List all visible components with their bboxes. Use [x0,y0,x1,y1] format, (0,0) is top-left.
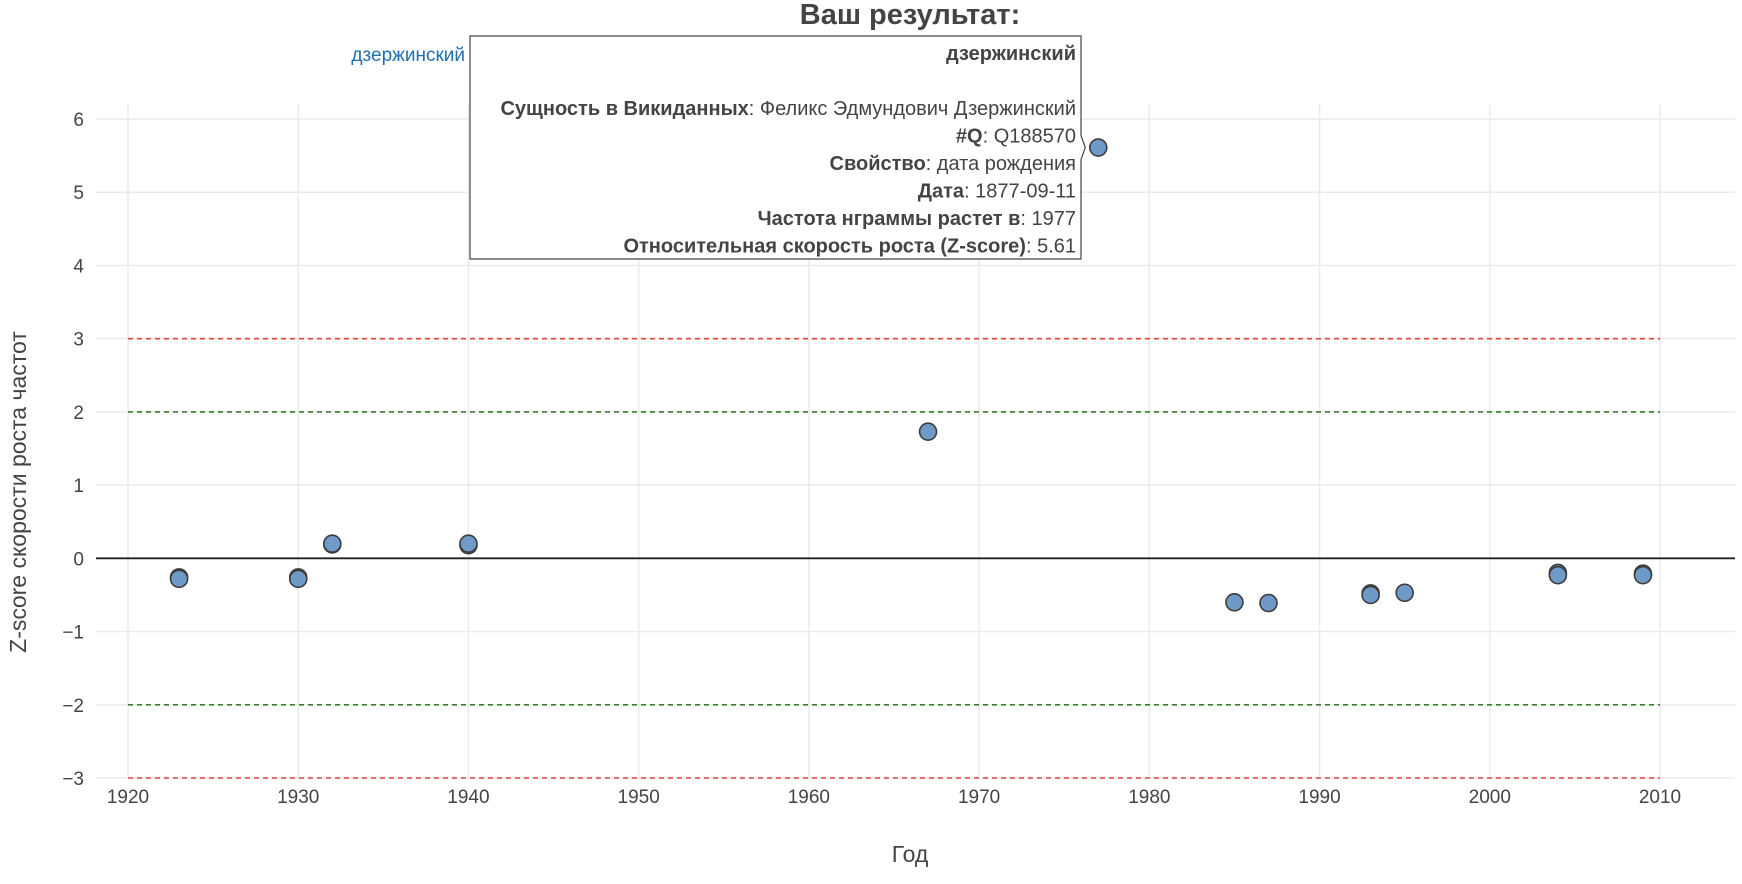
scatter-point[interactable] [169,569,189,589]
hover-tooltip: дзержинский Сущность в Викиданных: Фелик… [469,35,1086,260]
y-tick-label: 4 [73,256,84,277]
x-tick-label: 1950 [618,787,660,808]
scatter-point[interactable] [1361,585,1380,605]
tooltip-row: Относительная скорость роста (Z-score): … [623,236,1076,258]
tooltip-row-value: : 1877-09-11 [964,181,1076,203]
y-axis-title: Z-score скорости роста частот [5,331,31,653]
scatter-point[interactable] [918,422,938,441]
x-tick-label: 1990 [1298,787,1340,808]
tooltip-rows: Сущность в Викиданных: Феликс Эдмундович… [500,98,1076,258]
x-tick-label: 2000 [1469,787,1511,808]
x-tick-label: 1970 [958,787,1000,808]
reference-lines [96,337,1735,779]
tooltip-title: дзержинский [946,43,1076,65]
x-axis-title: Год [892,841,929,867]
y-tick-label: 2 [73,403,84,424]
tooltip-row-value: : 1977 [1020,208,1076,230]
tooltip-row: Свойство: дата рождения [830,153,1076,175]
tooltip-row-label: Относительная скорость роста (Z-score) [623,236,1026,258]
tooltip-row-label: #Q [956,126,983,148]
x-tick-label: 1980 [1128,787,1170,808]
y-tick-label: −2 [62,696,84,717]
x-tick-label: 1960 [788,787,830,808]
tooltip-row-label: Свойство [830,153,926,175]
tooltip-row-label: Сущность в Викиданных [500,98,748,120]
tooltip-row-label: Частота нграммы растет в [758,208,1021,230]
tooltip-row: #Q: Q188570 [956,126,1076,148]
x-tick-label: 1920 [107,787,149,808]
tooltip-row-value: : дата рождения [926,153,1076,175]
data-points[interactable] [169,138,1653,613]
scatter-point[interactable] [1088,138,1108,157]
legend-entry[interactable]: дзержинский [351,45,465,66]
x-tick-label: 2010 [1639,787,1681,808]
x-axis-ticks: 1920 1930 1940 1950 1960 1970 1980 1990 2000 2010 [107,787,1681,808]
y-tick-label: 3 [73,330,84,351]
chart-title: Ваш результат: [800,0,1020,31]
y-tick-label: −1 [62,623,84,644]
x-tick-label: 1930 [277,787,319,808]
scatter-point[interactable] [1548,565,1568,585]
x-tick-label: 1940 [447,787,489,808]
scatter-point[interactable] [1395,583,1414,603]
scatter-point[interactable] [459,534,478,553]
scatter-point[interactable] [1633,565,1653,585]
scatter-point[interactable] [288,569,308,589]
tooltip-box [469,35,1086,260]
scatter-point[interactable] [1259,593,1278,613]
tooltip-row: Дата: 1877-09-11 [918,181,1076,203]
y-tick-label: −3 [62,769,84,790]
tooltip-row-value: : Q188570 [983,126,1076,148]
y-tick-label: 6 [73,110,84,131]
tooltip-row: Сущность в Викиданных: Феликс Эдмундович… [500,98,1076,120]
y-tick-label: 0 [73,549,84,570]
tooltip-row-value: : 5.61 [1026,236,1076,258]
y-tick-label: 5 [73,183,84,204]
scatter-point[interactable] [1225,592,1244,612]
y-axis-ticks: −3 −2 −1 0 1 2 3 4 5 6 [62,110,84,790]
y-tick-label: 1 [73,476,84,497]
scatter-point[interactable] [322,534,342,553]
tooltip-row-label: Дата [918,181,965,203]
tooltip-row: Частота нграммы растет в: 1977 [758,208,1076,230]
tooltip-row-value: : Феликс Эдмундович Дзержинский [749,98,1076,120]
